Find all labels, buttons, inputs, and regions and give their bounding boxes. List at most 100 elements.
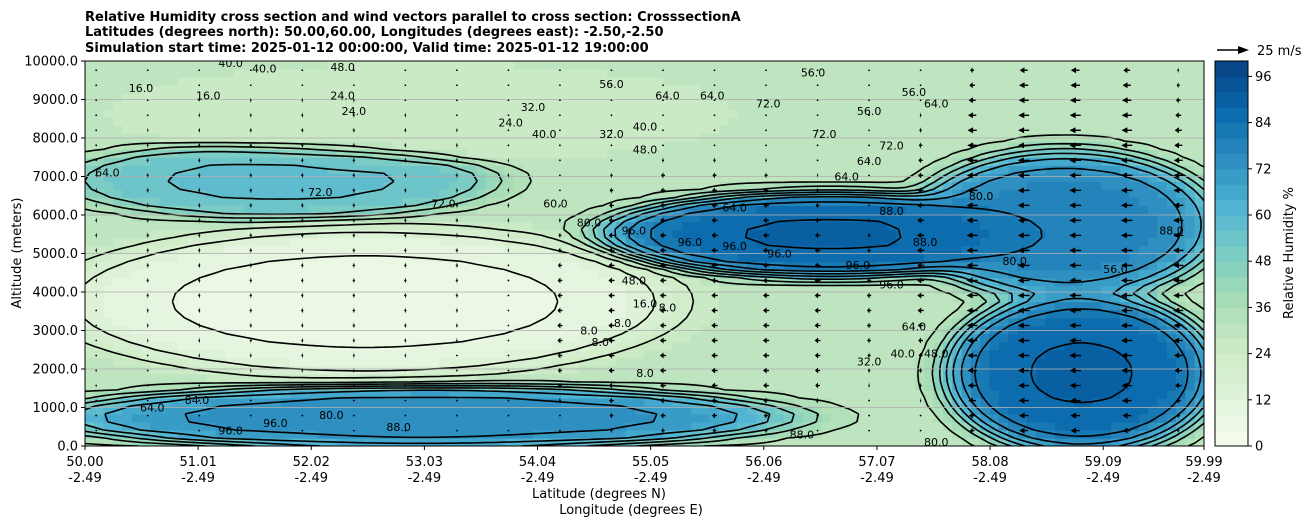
humidity-cell [532, 437, 543, 446]
humidity-cell [355, 181, 366, 190]
humidity-cell [448, 301, 459, 311]
humidity-cell [998, 157, 1009, 166]
humidity-cell [1157, 229, 1168, 239]
humidity-cell [541, 429, 552, 439]
humidity-cell [187, 109, 198, 118]
humidity-cell [485, 309, 496, 319]
humidity-cell [252, 221, 263, 231]
humidity-cell [168, 405, 179, 415]
humidity-cell [392, 269, 403, 279]
humidity-cell [1054, 365, 1065, 375]
humidity-cell [1082, 381, 1093, 391]
humidity-cell [672, 357, 683, 367]
humidity-cell [625, 413, 636, 423]
humidity-cell [691, 157, 702, 166]
humidity-cell [271, 429, 282, 439]
humidity-cell [1166, 349, 1177, 359]
humidity-cell [485, 245, 496, 255]
humidity-cell [346, 133, 357, 142]
humidity-cell [485, 269, 496, 279]
humidity-cell [495, 165, 506, 174]
humidity-cell [551, 117, 562, 126]
humidity-cell [85, 149, 95, 158]
humidity-cell [187, 309, 198, 319]
humidity-cell [1157, 365, 1168, 375]
humidity-cell [812, 325, 823, 335]
humidity-cell [112, 325, 123, 335]
humidity-cell [420, 189, 431, 198]
humidity-cell [588, 429, 599, 439]
humidity-cell [513, 301, 524, 311]
humidity-cell [290, 333, 301, 343]
humidity-cell [131, 277, 142, 287]
humidity-cell [355, 253, 366, 263]
humidity-cell [691, 317, 702, 327]
humidity-cell [541, 109, 552, 118]
humidity-cell [1110, 117, 1121, 126]
humidity-cell [942, 213, 953, 223]
humidity-cell [1026, 349, 1037, 359]
humidity-cell [775, 125, 785, 134]
humidity-cell [849, 285, 860, 295]
humidity-cell [131, 373, 142, 383]
humidity-cell [280, 157, 291, 166]
humidity-cell [122, 341, 133, 351]
humidity-cell [588, 157, 599, 166]
humidity-cell [402, 293, 412, 303]
humidity-cell [234, 253, 245, 263]
humidity-cell [579, 437, 590, 446]
humidity-cell [1073, 349, 1084, 359]
humidity-cell [1129, 125, 1140, 134]
humidity-cell [206, 261, 217, 271]
humidity-cell [784, 405, 795, 415]
humidity-cell [625, 221, 636, 231]
humidity-cell [1110, 173, 1121, 182]
humidity-cell [681, 293, 692, 303]
humidity-cell [868, 173, 879, 182]
humidity-cell [1092, 421, 1103, 431]
humidity-cell [793, 237, 804, 247]
humidity-cell [784, 229, 795, 239]
humidity-cell [914, 301, 925, 311]
humidity-cell [756, 133, 767, 142]
humidity-cell [513, 421, 524, 431]
humidity-cell [1176, 413, 1186, 423]
humidity-cell [719, 365, 730, 375]
humidity-cell [122, 165, 133, 174]
humidity-cell [1082, 269, 1093, 279]
humidity-cell [262, 125, 273, 134]
humidity-cell [168, 397, 179, 407]
humidity-cell [886, 365, 897, 375]
humidity-cell [597, 173, 608, 182]
humidity-cell [970, 437, 981, 446]
humidity-cell [1166, 365, 1177, 375]
humidity-cell [1073, 421, 1084, 431]
humidity-cell [933, 301, 944, 311]
humidity-cell [588, 277, 599, 287]
humidity-cell [467, 237, 478, 247]
humidity-cell [224, 157, 235, 166]
humidity-cell [1073, 125, 1084, 134]
humidity-cell [85, 213, 95, 223]
humidity-cell [868, 429, 879, 439]
humidity-cell [168, 261, 179, 271]
humidity-cell [691, 229, 702, 239]
humidity-cell [1138, 389, 1149, 399]
humidity-cell [402, 317, 412, 327]
humidity-cell [989, 205, 1000, 214]
humidity-cell [467, 317, 478, 327]
humidity-cell [868, 397, 879, 407]
humidity-cell [280, 117, 291, 126]
humidity-cell [243, 125, 254, 134]
humidity-cell [215, 117, 226, 126]
humidity-cell [896, 165, 907, 174]
humidity-cell [1054, 301, 1065, 311]
humidity-cell [252, 125, 263, 134]
humidity-cell [1008, 349, 1019, 359]
humidity-cell [663, 277, 674, 287]
humidity-cell [569, 117, 580, 126]
humidity-cell [588, 205, 599, 214]
humidity-cell [821, 253, 832, 263]
humidity-cell [560, 133, 571, 142]
humidity-cell [924, 213, 935, 223]
